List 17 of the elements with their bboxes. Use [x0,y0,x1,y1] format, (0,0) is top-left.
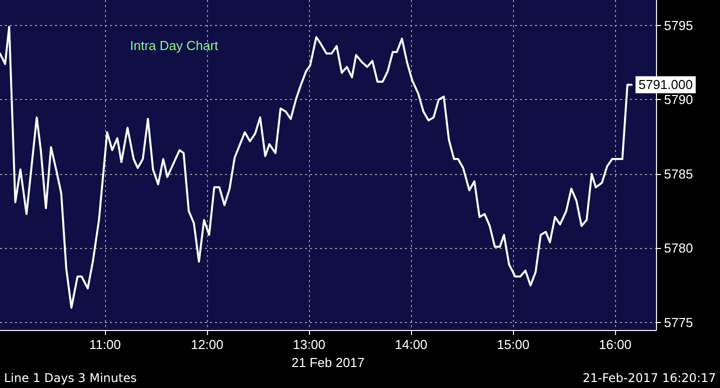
text: 21-Feb-2017 16:20:17 [582,371,716,385]
x-tick-label: 13:00 [292,337,326,352]
x-tick-label: 11:00 [89,337,121,352]
y-tick-label: 5795 [664,18,693,33]
text: Line 1 Days 3 Minutes [4,371,137,385]
x-tick-label: 12:00 [190,337,224,352]
x-tick-label: 16:00 [598,337,632,352]
y-tick-label: 5785 [664,166,693,182]
data-label: 5791.000 [638,77,693,92]
text: Intra Day Chart [130,38,219,53]
x-axis-title: 21 Feb 2017 [291,355,365,370]
x-tick-label: 15:00 [496,337,530,352]
y-tick-label: 5790 [664,92,693,108]
y-tick-label: 5775 [664,315,693,330]
y-tick-label: 5780 [664,240,693,256]
x-tick-label: 14:00 [394,337,428,352]
line-series [0,26,633,309]
